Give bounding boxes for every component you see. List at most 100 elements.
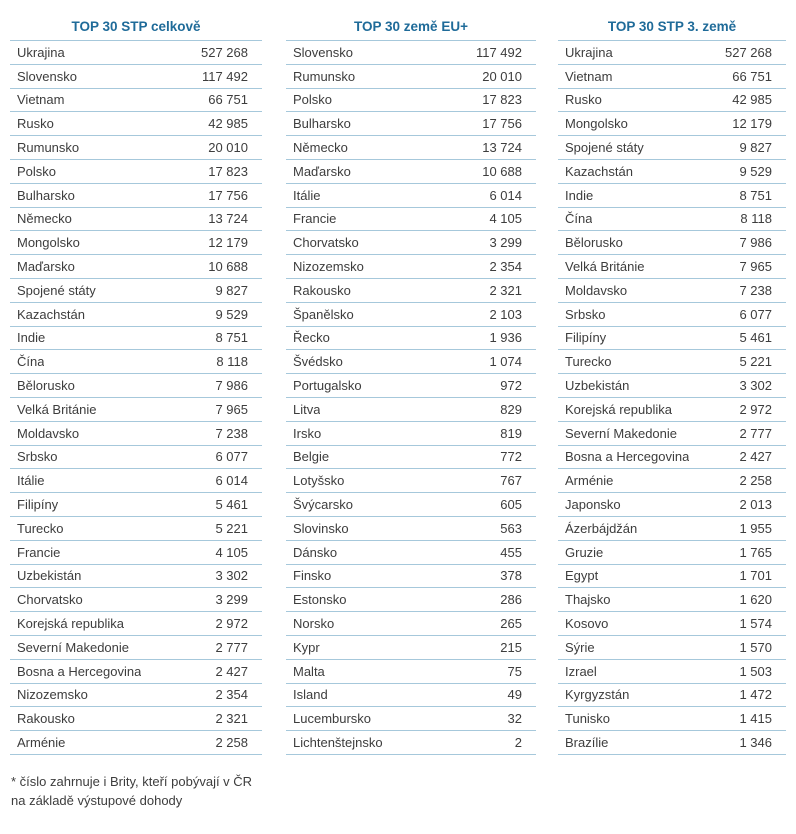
table-row: Švýcarsko 605 [286, 493, 536, 517]
table-row: Arménie 2 258 [558, 469, 786, 494]
country-name: Norsko [293, 616, 335, 632]
country-name: Ukrajina [17, 44, 65, 60]
country-name: Rusko [17, 116, 54, 132]
country-name: Maďarsko [293, 163, 351, 179]
table-row: Francie 4 105 [286, 208, 536, 232]
country-name: Německo [17, 211, 72, 227]
table-row: Portugalsko 972 [286, 374, 536, 398]
country-value: 10 688 [482, 163, 522, 179]
country-name: Kosovo [565, 616, 609, 632]
country-name: Indie [565, 187, 594, 203]
country-name: Maďarsko [17, 259, 75, 275]
country-name: Severní Makedonie [17, 639, 130, 655]
table-row: Sýrie 1 570 [558, 636, 786, 660]
country-name: Švédsko [293, 354, 343, 370]
country-value: 2 972 [739, 401, 772, 417]
table-row: Francie 4 105 [10, 541, 262, 565]
country-value: 1 701 [739, 568, 772, 584]
table-row: Čína 8 118 [10, 350, 262, 375]
country-name: Moldavsko [565, 282, 628, 298]
country-name: Korejská republika [565, 401, 672, 417]
table-row: Vietnam 66 751 [10, 89, 262, 113]
table-row: Mongolsko 12 179 [558, 112, 786, 137]
country-value: 2 777 [739, 425, 772, 441]
table-row: Estonsko 286 [286, 588, 536, 613]
country-value: 17 823 [482, 92, 522, 108]
table-row: Turecko 5 221 [558, 350, 786, 375]
country-name: Lichtenštejnsko [293, 735, 383, 750]
footnote-line-2: na základě výstupové dohody [11, 792, 183, 808]
table-row: Slovinsko 563 [286, 517, 536, 541]
table-row: Gruzie 1 765 [558, 541, 786, 565]
table-row: Bosna a Hercegovina 2 427 [558, 446, 786, 470]
country-value: 117 492 [475, 44, 522, 60]
table-row: Maďarsko 10 688 [10, 255, 262, 279]
country-name: Čína [565, 211, 593, 227]
country-name: Srbsko [565, 306, 606, 322]
country-value: 6 077 [739, 306, 772, 322]
table-row: Čína 8 118 [558, 208, 786, 232]
country-value: 7 986 [739, 235, 772, 251]
table-row: Kyrgyzstán 1 472 [558, 684, 786, 708]
table-row: Severní Makedonie 2 777 [10, 636, 262, 660]
country-name: Uzbekistán [565, 378, 630, 394]
country-value: 2 321 [215, 711, 248, 727]
table-row: Kazachstán 9 529 [558, 160, 786, 184]
country-name: Tunisko [565, 711, 611, 727]
country-value: 6 014 [215, 473, 248, 489]
table-row: Bosna a Hercegovina 2 427 [10, 660, 262, 684]
table-row: Moldavsko 7 238 [10, 422, 262, 446]
table-row: Slovensko 117 492 [10, 65, 262, 89]
country-name: Portugalsko [293, 378, 362, 394]
table-row: Irsko 819 [286, 422, 536, 446]
country-name: Bosna a Hercegovina [17, 663, 142, 679]
country-value: 1 574 [739, 616, 772, 632]
country-value: 7 238 [215, 425, 248, 441]
table-row: Německo 13 724 [10, 208, 262, 232]
table-row: Řecko 1 936 [286, 327, 536, 351]
country-value: 1 765 [739, 544, 772, 560]
country-value: 829 [500, 401, 522, 417]
country-value: 1 620 [739, 592, 772, 608]
country-value: 12 179 [732, 116, 772, 132]
country-name: Arménie [565, 473, 614, 489]
country-value: 17 823 [208, 163, 248, 179]
country-value: 1 074 [489, 354, 522, 370]
table-rows-top30-eu: Slovensko 117 492 Rumunsko 20 010 Polsko 17 8… [286, 40, 536, 755]
country-name: Malta [293, 663, 325, 679]
country-value: 215 [500, 639, 522, 655]
country-value: 12 179 [208, 235, 248, 251]
table-row: Ukrajina 527 268 [10, 41, 262, 65]
country-value: 117 492 [201, 68, 248, 84]
country-value: 2 354 [489, 259, 522, 275]
table-row: Kypr 215 [286, 636, 536, 660]
country-value: 1 503 [739, 663, 772, 679]
country-name: Severní Makedonie [565, 425, 678, 441]
table-row: Malta 75 [286, 660, 536, 684]
country-value: 9 827 [739, 140, 772, 156]
table-row: Egypt 1 701 [558, 565, 786, 589]
table-title-top30-third-countries: TOP 30 STP 3. země [607, 19, 737, 34]
country-name: Turecko [565, 354, 612, 370]
country-value: 2 103 [489, 306, 522, 322]
country-name: Francie [17, 544, 61, 560]
country-value: 605 [500, 497, 522, 513]
country-value: 7 986 [215, 378, 248, 394]
country-value: 455 [500, 544, 522, 560]
country-value: 527 268 [725, 44, 772, 60]
table-row: Litva 829 [286, 398, 536, 422]
country-value: 2 427 [215, 663, 248, 679]
table-row: Itálie 6 014 [10, 469, 262, 494]
table-row: Uzbekistán 3 302 [558, 374, 786, 398]
country-name: Řecko [293, 330, 330, 346]
table-row: Island 49 [286, 684, 536, 708]
country-name: Polsko [293, 92, 333, 108]
country-value: 2 354 [215, 687, 248, 703]
country-value: 2 [514, 735, 522, 750]
table-row: Vietnam 66 751 [558, 65, 786, 89]
country-value: 4 105 [489, 211, 522, 227]
country-value: 6 014 [489, 187, 522, 203]
country-name: Vietnam [17, 92, 65, 108]
table-row: Moldavsko 7 238 [558, 279, 786, 303]
table-row: Belgie 772 [286, 446, 536, 470]
